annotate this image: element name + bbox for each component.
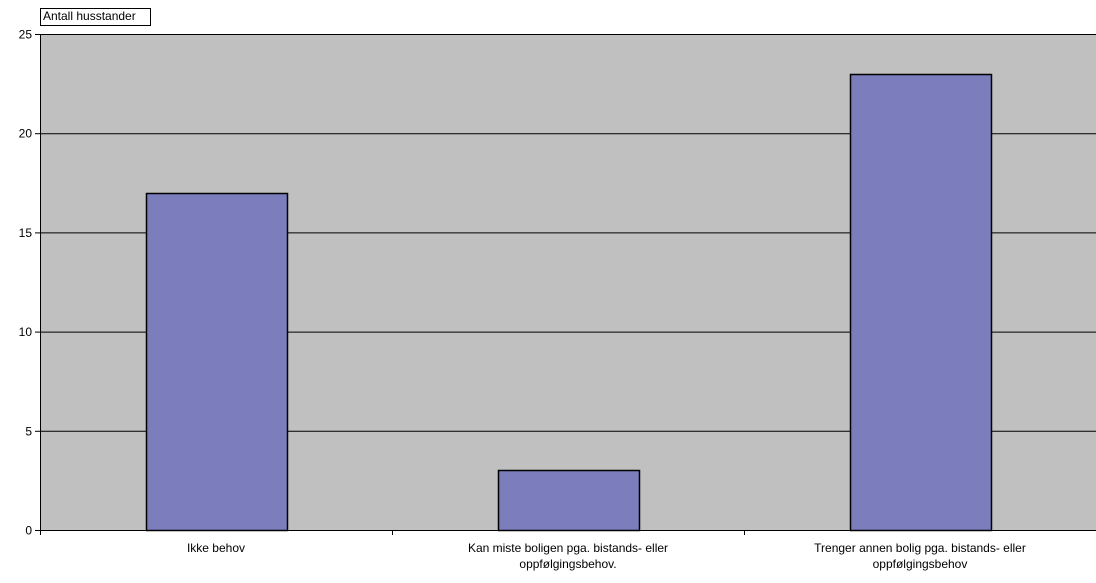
x-category-label: Trenger annen bolig pga. bistands- eller… <box>814 541 1026 571</box>
y-axis-title: Antall husstander <box>40 8 151 26</box>
x-category-label: Kan miste boligen pga. bistands- eller op… <box>468 541 668 571</box>
y-tick-label: 0 <box>25 524 32 538</box>
bar <box>145 192 289 532</box>
bar <box>497 469 641 532</box>
y-tick-label: 20 <box>19 127 33 141</box>
y-tick-label: 5 <box>25 424 32 438</box>
y-tick-label: 25 <box>19 28 33 42</box>
x-category-label: Ikke behov <box>187 541 245 555</box>
y-tick-label: 10 <box>19 325 33 339</box>
y-tick-label: 15 <box>19 226 33 240</box>
bar <box>849 73 993 532</box>
